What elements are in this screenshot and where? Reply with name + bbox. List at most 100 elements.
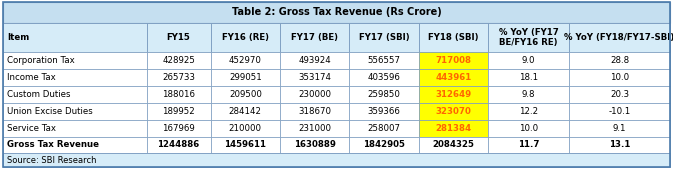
Text: 359366: 359366	[367, 107, 400, 116]
Bar	[211, 23, 280, 52]
Bar	[419, 86, 488, 103]
Text: FY16 (RE): FY16 (RE)	[222, 33, 269, 42]
Text: 9.1: 9.1	[612, 124, 627, 133]
Bar	[147, 120, 211, 137]
Bar	[280, 103, 349, 120]
Text: 1459611: 1459611	[224, 140, 267, 149]
Text: 188016: 188016	[162, 90, 195, 99]
Text: FY17 (SBI): FY17 (SBI)	[359, 33, 409, 42]
Text: 284142: 284142	[229, 107, 262, 116]
Bar	[3, 2, 670, 23]
Bar	[569, 52, 670, 69]
Text: 1842905: 1842905	[363, 140, 405, 149]
Text: 556557: 556557	[367, 56, 400, 65]
Bar	[488, 120, 569, 137]
Bar	[569, 103, 670, 120]
Text: 209500: 209500	[229, 90, 262, 99]
Text: 10.0: 10.0	[519, 124, 538, 133]
Bar	[147, 69, 211, 86]
Bar	[280, 86, 349, 103]
Text: Table 2: Gross Tax Revenue (Rs Crore): Table 2: Gross Tax Revenue (Rs Crore)	[232, 7, 441, 17]
Bar	[280, 69, 349, 86]
Text: 13.1: 13.1	[609, 140, 630, 149]
Text: 189952: 189952	[162, 107, 195, 116]
Text: 299051: 299051	[229, 73, 262, 82]
Text: 323070: 323070	[435, 107, 471, 116]
Text: % YoY (FY17
BE/FY16 RE): % YoY (FY17 BE/FY16 RE)	[499, 28, 559, 47]
Bar	[147, 52, 211, 69]
Bar	[419, 69, 488, 86]
Bar	[147, 86, 211, 103]
Bar	[147, 137, 211, 153]
Bar	[488, 137, 569, 153]
Text: 18.1: 18.1	[519, 73, 538, 82]
Text: 258007: 258007	[367, 124, 400, 133]
Bar	[419, 137, 488, 153]
Text: 1244886: 1244886	[157, 140, 200, 149]
Text: Source: SBI Research: Source: SBI Research	[7, 156, 97, 165]
Bar	[419, 103, 488, 120]
Text: % YoY (FY18/FY17-SBI): % YoY (FY18/FY17-SBI)	[565, 33, 673, 42]
Bar	[211, 69, 280, 86]
Bar	[147, 23, 211, 52]
Bar	[349, 69, 419, 86]
Bar	[211, 137, 280, 153]
Bar	[3, 103, 147, 120]
Text: 2084325: 2084325	[432, 140, 474, 149]
Text: 443961: 443961	[435, 73, 472, 82]
Text: Custom Duties: Custom Duties	[7, 90, 71, 99]
Text: 428925: 428925	[162, 56, 195, 65]
Bar	[147, 103, 211, 120]
Text: 265733: 265733	[162, 73, 195, 82]
Bar	[488, 52, 569, 69]
Bar	[3, 86, 147, 103]
Text: 11.7: 11.7	[518, 140, 540, 149]
Text: 231000: 231000	[298, 124, 331, 133]
Bar	[3, 23, 147, 52]
Bar	[280, 52, 349, 69]
Bar	[211, 103, 280, 120]
Bar	[419, 23, 488, 52]
Bar	[280, 137, 349, 153]
Text: 403596: 403596	[367, 73, 400, 82]
Bar	[211, 52, 280, 69]
Text: 9.0: 9.0	[522, 56, 536, 65]
Bar	[349, 120, 419, 137]
Text: FY15: FY15	[167, 33, 190, 42]
Bar	[3, 120, 147, 137]
Text: 312649: 312649	[435, 90, 471, 99]
Text: 9.8: 9.8	[522, 90, 536, 99]
Text: 10.0: 10.0	[610, 73, 629, 82]
Text: FY17 (BE): FY17 (BE)	[291, 33, 338, 42]
Text: -10.1: -10.1	[608, 107, 631, 116]
Text: FY18 (SBI): FY18 (SBI)	[428, 33, 479, 42]
Bar	[3, 69, 147, 86]
Bar	[569, 23, 670, 52]
Text: Gross Tax Revenue: Gross Tax Revenue	[7, 140, 100, 149]
Text: Service Tax: Service Tax	[7, 124, 57, 133]
Bar	[569, 86, 670, 103]
Text: Income Tax: Income Tax	[7, 73, 56, 82]
Bar	[349, 103, 419, 120]
Text: 167969: 167969	[162, 124, 195, 133]
Bar	[3, 153, 670, 167]
Text: 12.2: 12.2	[519, 107, 538, 116]
Bar	[3, 52, 147, 69]
Text: 28.8: 28.8	[610, 56, 629, 65]
Text: Item: Item	[7, 33, 30, 42]
Bar	[211, 86, 280, 103]
Bar	[349, 137, 419, 153]
Bar	[488, 69, 569, 86]
Text: 353174: 353174	[298, 73, 331, 82]
Bar	[349, 86, 419, 103]
Bar	[569, 137, 670, 153]
Bar	[280, 23, 349, 52]
Bar	[569, 69, 670, 86]
Bar	[488, 23, 569, 52]
Bar	[349, 23, 419, 52]
Bar	[3, 137, 147, 153]
Text: 259850: 259850	[367, 90, 400, 99]
Text: Corporation Tax: Corporation Tax	[7, 56, 75, 65]
Text: 230000: 230000	[298, 90, 331, 99]
Bar	[349, 52, 419, 69]
